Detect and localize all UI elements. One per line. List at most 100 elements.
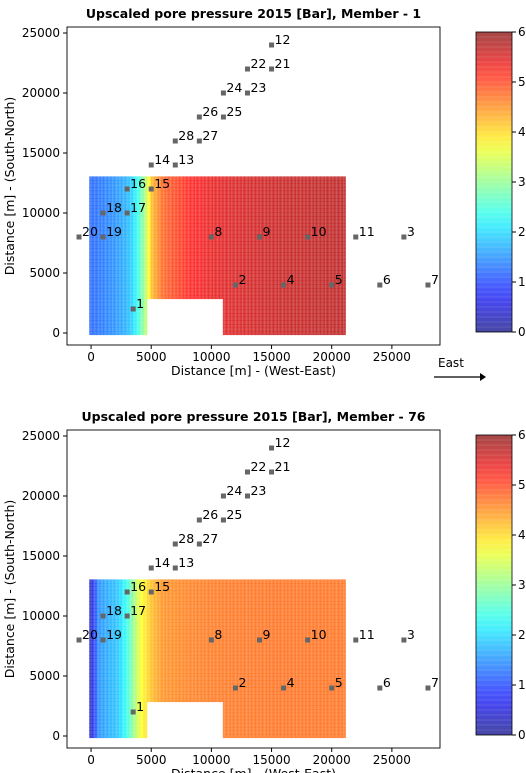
pressure-cell [255,694,260,699]
pressure-cell [103,237,108,242]
pressure-cell [121,291,126,296]
pressure-cell [139,198,144,202]
pressure-cell [114,586,119,591]
pressure-cell [96,676,101,681]
pressure-cell [273,331,278,336]
pressure-cell [313,212,317,217]
pressure-cell [291,248,296,253]
pressure-cell [186,601,191,605]
pressure-cell [237,255,242,260]
pressure-cell [197,216,202,220]
pressure-cell [201,216,206,220]
pressure-cell [230,316,234,321]
pressure-cell [193,212,198,217]
pressure-cell [237,626,242,631]
pressure-cell [103,295,108,300]
pressure-cell [143,244,148,249]
pressure-cell [215,644,220,649]
pressure-cell [161,219,166,224]
pressure-cell [219,619,224,623]
pressure-cell [128,647,133,652]
pressure-cell [179,219,184,224]
pressure-cell [139,601,144,605]
pressure-cell [302,237,307,242]
pressure-cell [313,223,317,228]
pressure-cell [92,176,97,181]
pressure-cell [107,701,112,706]
pressure-cell [280,226,285,231]
pressure-cell [143,719,148,724]
pressure-cell [103,298,108,303]
pressure-cell [147,604,151,609]
pressure-cell [222,288,227,292]
pressure-cell [291,183,296,188]
pressure-cell [211,187,216,192]
pressure-cell [240,230,245,235]
pressure-cell [172,205,177,210]
pressure-cell [222,302,227,307]
pressure-cell [92,280,97,285]
pressure-cell [316,320,321,325]
pressure-cell [233,669,238,674]
pressure-cell [107,680,112,685]
pressure-cell [233,604,238,609]
pressure-cell [273,212,278,217]
pressure-cell [240,622,245,627]
pressure-cell [136,313,141,318]
pressure-cell [154,226,159,231]
pressure-cell [237,244,242,249]
pressure-cell [302,284,307,289]
pressure-cell [230,608,234,613]
pressure-cell [89,608,94,613]
pressure-cell [230,673,234,677]
pressure-cell [334,316,339,321]
pressure-cell [233,658,238,663]
pressure-cell [284,237,289,242]
pressure-cell [183,647,188,652]
pressure-cell [226,583,231,587]
pressure-cell [150,230,155,235]
pressure-cell [302,277,307,282]
pressure-cell [190,208,195,213]
pressure-cell [201,676,206,681]
pressure-cell [327,187,332,192]
pressure-cell [331,306,336,310]
pressure-cell [323,212,328,217]
pressure-cell [291,252,296,256]
pressure-cell [201,673,206,677]
pressure-cell [323,266,328,271]
pressure-cell [161,658,166,663]
pressure-cell [154,219,159,224]
pressure-cell [96,615,101,620]
station-marker [232,282,238,288]
pressure-cell [154,180,159,184]
pressure-cell [197,633,202,638]
pressure-cell [89,248,94,253]
pressure-cell [258,284,263,289]
pressure-cell [233,579,238,584]
pressure-cell [125,662,130,667]
pressure-cell [92,619,97,623]
pressure-cell [125,234,130,238]
pressure-cell [143,223,148,228]
pressure-cell [313,180,317,184]
pressure-cell [139,658,144,663]
pressure-cell [157,647,162,652]
pressure-cell [197,266,202,271]
pressure-cell [165,198,169,202]
pressure-cell [327,234,332,238]
pressure-cell [183,698,188,703]
pressure-cell [179,590,184,595]
pressure-cell [233,223,238,228]
pressure-cell [100,187,104,192]
pressure-cell [313,331,317,336]
pressure-cell [266,280,271,285]
pressure-cell [132,284,137,289]
pressure-cell [226,662,231,667]
pressure-cell [255,201,260,206]
pressure-cell [226,615,231,620]
pressure-cell [295,244,299,249]
pressure-cell [147,205,151,210]
station-label: 5 [335,272,343,287]
pressure-cell [96,183,101,188]
